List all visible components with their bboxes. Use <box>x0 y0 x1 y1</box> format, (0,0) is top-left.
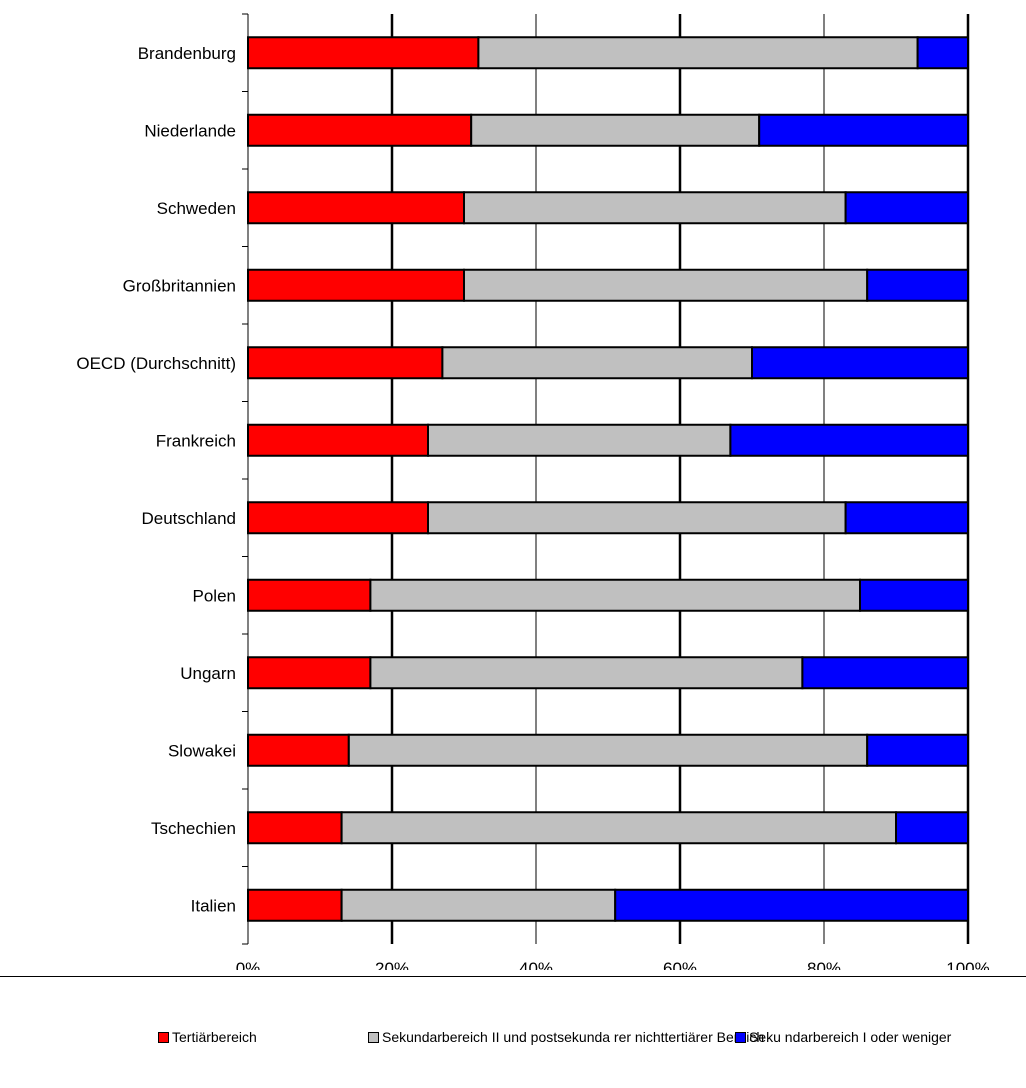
category-label: Großbritannien <box>123 276 236 295</box>
x-tick-label: 40% <box>519 959 553 970</box>
stacked-bar-chart: Brandenburg Niederlande Schweden Großbritan… <box>76 13 990 970</box>
legend-label: Tertiärbereich <box>172 1029 257 1045</box>
bar-segment-tertiaer <box>247 113 473 147</box>
bar-segment-sekundar-ii <box>347 733 869 767</box>
category-label: Deutschland <box>141 509 236 528</box>
y-axis <box>242 13 249 945</box>
x-tick-label: 60% <box>663 959 697 970</box>
bar-segment-tertiaer <box>247 36 480 70</box>
bar-segment-sekundar-ii <box>427 423 732 457</box>
legend-label: Sekundarbereich II und postsekunda rer n… <box>382 1029 765 1045</box>
bar-segment-sekundar-i <box>801 656 970 690</box>
bar-segment-sekundar-ii <box>340 811 898 845</box>
category-label: Slowakei <box>168 741 236 760</box>
gridlines <box>390 14 970 944</box>
legend-swatch <box>735 1031 746 1043</box>
bar-segment-sekundar-ii <box>477 36 919 70</box>
bar-segment-sekundar-i <box>895 811 969 845</box>
category-label: Niederlande <box>144 121 236 140</box>
bar-segment-sekundar-i <box>729 423 970 457</box>
bar-segment-tertiaer <box>247 423 429 457</box>
x-tick-label: 0% <box>236 959 261 970</box>
category-label: Italien <box>191 896 236 915</box>
legend-label: Seku ndarbereich I oder weniger <box>749 1029 952 1045</box>
legend: Tertiärbereich Sekundarbereich II und pos… <box>0 976 1026 1086</box>
category-label: OECD (Durchschnitt) <box>76 354 236 373</box>
legend-item-sekundar-ii: Sekundarbereich II und postsekunda rer n… <box>368 1029 764 1045</box>
bar-segment-sekundar-ii <box>369 578 861 612</box>
bar-segment-sekundar-i <box>866 733 970 767</box>
bar-segment-sekundar-i <box>916 36 969 70</box>
category-label: Brandenburg <box>138 44 236 63</box>
bar-segment-tertiaer <box>247 346 444 380</box>
category-label: Schweden <box>157 199 236 218</box>
bar-segment-sekundar-i <box>844 191 969 225</box>
bar-segment-sekundar-ii <box>463 191 847 225</box>
category-label: Tschechien <box>151 819 236 838</box>
bars <box>247 36 970 922</box>
bar-segment-tertiaer <box>247 578 372 612</box>
bar-segment-sekundar-i <box>859 578 969 612</box>
x-tick-label: 100% <box>946 959 989 970</box>
bar-segment-tertiaer <box>247 501 429 535</box>
legend-item-tertiaer: Tertiärbereich <box>158 1029 257 1045</box>
bar-segment-tertiaer <box>247 656 372 690</box>
category-label: Polen <box>193 586 236 605</box>
legend-item-sekundar-i: Seku ndarbereich I oder weniger <box>735 1029 951 1045</box>
legend-swatch <box>368 1031 379 1043</box>
bar-segment-sekundar-i <box>614 888 969 922</box>
bar-segment-tertiaer <box>247 888 343 922</box>
bar-segment-sekundar-ii <box>463 268 869 302</box>
x-tick-label: 20% <box>375 959 409 970</box>
bar-segment-tertiaer <box>247 191 465 225</box>
bar-segment-sekundar-ii <box>369 656 804 690</box>
bar-segment-sekundar-i <box>866 268 970 302</box>
bar-segment-sekundar-ii <box>340 888 617 922</box>
bar-segment-sekundar-i <box>758 113 970 147</box>
category-label: Frankreich <box>156 431 236 450</box>
bar-segment-tertiaer <box>247 733 350 767</box>
bar-segment-tertiaer <box>247 268 465 302</box>
bar-segment-sekundar-ii <box>441 346 753 380</box>
category-label: Ungarn <box>180 664 236 683</box>
bar-segment-sekundar-i <box>751 346 969 380</box>
x-tick-label: 80% <box>807 959 841 970</box>
bar-segment-sekundar-i <box>844 501 969 535</box>
x-tick-labels: 0% 20% 40% 60% 80% 100% <box>236 959 990 970</box>
bar-segment-tertiaer <box>247 811 343 845</box>
legend-swatch <box>158 1031 169 1043</box>
bar-segment-sekundar-ii <box>427 501 847 535</box>
bar-segment-sekundar-ii <box>470 113 761 147</box>
category-labels: Brandenburg Niederlande Schweden Großbritan… <box>76 44 236 916</box>
